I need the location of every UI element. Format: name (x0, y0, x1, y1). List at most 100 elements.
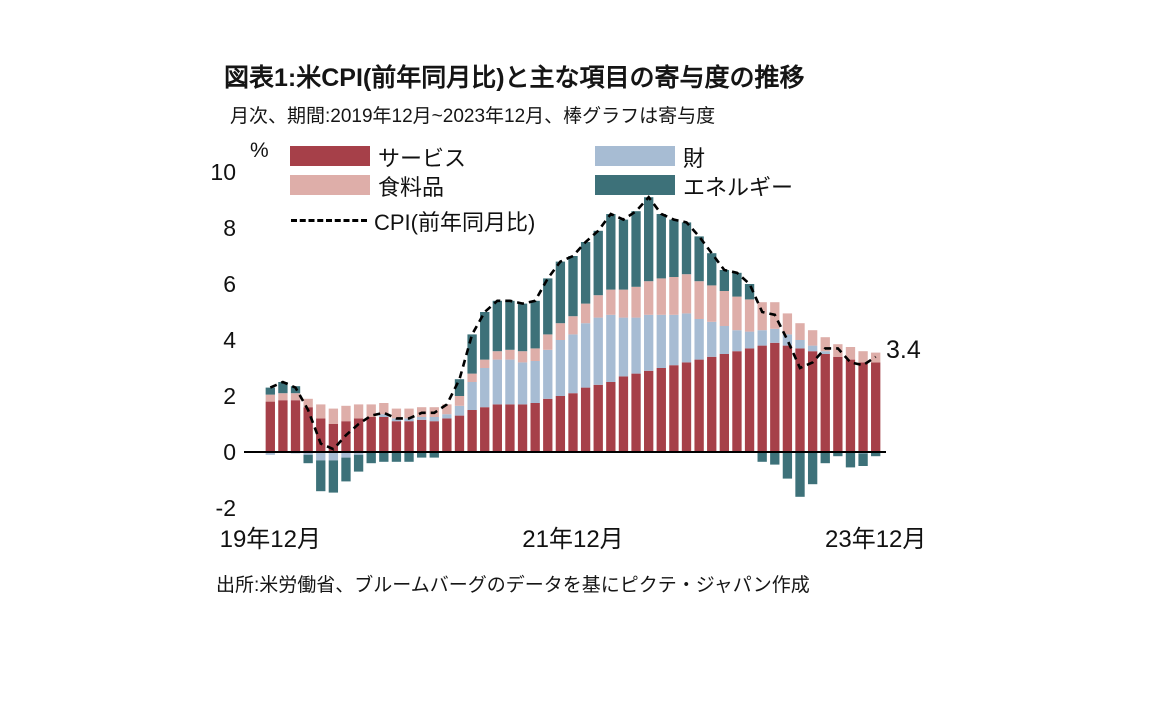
bar-segment (782, 452, 793, 479)
bar-segment (770, 452, 780, 465)
legend-swatch-goods (595, 146, 675, 166)
svg-text:8: 8 (223, 215, 236, 241)
bar-segment (719, 270, 730, 291)
bar-segment (644, 197, 654, 282)
bar-segment (719, 291, 730, 326)
bar-segment (593, 317, 603, 385)
bar-segment (391, 418, 402, 422)
bar-segment (278, 393, 288, 401)
bar-segment (379, 414, 389, 417)
bar-segment (492, 359, 502, 405)
bar-segment (631, 373, 641, 452)
bar-segment (379, 403, 389, 415)
bar-segment (442, 404, 452, 415)
bar-segment (316, 404, 326, 419)
bar-segment (353, 452, 364, 455)
bar-segment (353, 418, 364, 452)
bar-segment (795, 340, 805, 349)
bar-segment (795, 323, 805, 340)
bar-segment (530, 300, 540, 349)
bar-segment (719, 326, 730, 354)
bar-segment (644, 281, 654, 315)
bar-segment (543, 398, 553, 452)
bar-segment (820, 354, 830, 452)
bar-segment (618, 289, 629, 318)
bar-segment (618, 376, 629, 452)
bar-segment (618, 317, 629, 377)
bar-segment (858, 453, 868, 466)
bar-segment (744, 348, 755, 452)
y-axis-ticks: 10 8 6 4 2 0 -2 (210, 159, 236, 521)
bar-segment (517, 404, 528, 452)
bar-segment (795, 452, 805, 497)
bar-segment (316, 460, 326, 492)
bar-segment (707, 321, 717, 357)
bar-segment (606, 314, 616, 382)
bar-segment (593, 384, 603, 452)
bar-segment (644, 370, 654, 452)
bar-segment (416, 419, 427, 452)
bar-segment (631, 211, 641, 287)
bar-segment (707, 285, 717, 322)
bar-segment (303, 407, 313, 452)
bar-segment (265, 387, 275, 395)
bar-segment (505, 359, 515, 405)
bar-segment (416, 452, 427, 458)
bar-segment (669, 277, 679, 315)
bar-segment (290, 400, 301, 452)
bar-segment (568, 256, 578, 317)
bar-segment (480, 368, 490, 408)
bar-segment (606, 289, 616, 315)
bar-segment (341, 457, 351, 482)
bar-segment (341, 405, 351, 422)
legend-swatch-food (290, 175, 370, 195)
svg-text:2: 2 (223, 383, 236, 409)
bar-segment (871, 362, 881, 452)
bar-segment (555, 261, 566, 324)
bar-segment (505, 300, 515, 350)
bar-segment (732, 330, 742, 352)
bar-segment (707, 253, 717, 286)
bar-segment (555, 340, 566, 396)
bar-segment (530, 403, 540, 452)
svg-text:6: 6 (223, 271, 236, 297)
legend-label-goods: 財 (683, 146, 706, 171)
bar-segment (442, 418, 452, 452)
svg-text:-2: -2 (216, 495, 236, 521)
svg-text:0: 0 (223, 439, 236, 465)
bar-segment (845, 347, 856, 360)
bar-segment (568, 334, 578, 394)
bar-segment (807, 351, 818, 452)
chart-title: 図表1:米CPI(前年同月比)と主な項目の寄与度の推移 (224, 64, 805, 92)
bar-segment (454, 379, 465, 396)
bar-segment (833, 452, 843, 457)
bar-segment (606, 382, 616, 452)
bar-segment (656, 214, 666, 279)
bar-segment (580, 242, 591, 304)
bar-segment (467, 373, 477, 382)
bar-segment (833, 344, 843, 357)
bar-segment (366, 417, 376, 452)
bar-segment (744, 299, 755, 332)
bar-segment (820, 337, 830, 352)
bar-segment (833, 356, 843, 452)
bar-segment (517, 303, 528, 352)
bar-segment (278, 400, 288, 452)
bar-segment (681, 222, 692, 275)
svg-text:21年12月: 21年12月 (522, 526, 623, 553)
bar-segment (580, 303, 591, 324)
bar-segment (694, 281, 704, 319)
bar-segment (492, 404, 502, 452)
bar-segment (404, 421, 414, 452)
bar-segment (379, 452, 389, 462)
bar-segment (820, 351, 830, 354)
bar-segment (517, 351, 528, 363)
bar-segment (454, 415, 465, 452)
bar-segment (480, 312, 490, 360)
bar-segment (328, 460, 339, 493)
bar-segment (366, 404, 376, 417)
bar-segment (757, 302, 767, 331)
bar-segment (694, 359, 704, 452)
bar-segment (656, 314, 666, 368)
